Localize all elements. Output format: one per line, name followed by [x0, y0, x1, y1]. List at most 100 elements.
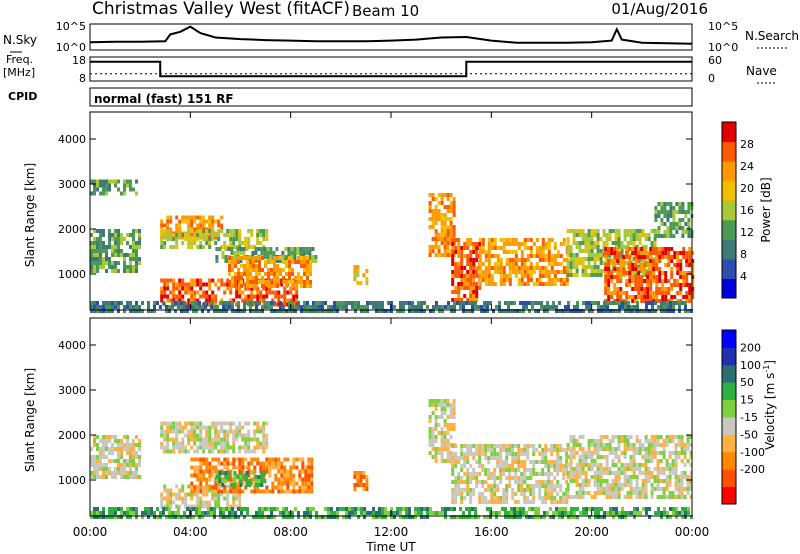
- power-cell: [247, 245, 251, 249]
- velocity-cell: [242, 475, 246, 479]
- power-cell: [183, 305, 186, 309]
- velocity-cell: [581, 447, 585, 451]
- velocity-cell: [223, 485, 227, 490]
- power-cell: [460, 298, 464, 302]
- power-cell: [252, 301, 255, 305]
- power-cell: [205, 282, 209, 287]
- velocity-cell: [166, 504, 170, 509]
- velocity-cell: [602, 435, 606, 439]
- power-cell: [593, 245, 597, 249]
- velocity-cell: [232, 441, 236, 446]
- velocity-cell: [201, 511, 204, 515]
- power-cell: [231, 276, 234, 280]
- velocity-cell: [223, 429, 227, 434]
- power-cell: [309, 284, 312, 288]
- velocity-colorbar-tick: 100: [740, 359, 761, 372]
- power-cell: [356, 281, 360, 285]
- power-cell: [578, 249, 582, 253]
- power-cell: [661, 271, 665, 275]
- velocity-cell: [555, 511, 558, 515]
- velocity-cell: [301, 465, 305, 470]
- power-cell: [231, 280, 234, 284]
- velocity-cell: [465, 515, 468, 519]
- power-cell: [472, 262, 476, 266]
- velocity-cell: [508, 484, 512, 488]
- velocity-cell: [440, 447, 444, 451]
- power-cell: [129, 233, 132, 237]
- power-cell: [602, 229, 606, 233]
- power-cell: [593, 233, 597, 237]
- power-cell: [661, 291, 665, 295]
- power-cell: [232, 233, 236, 237]
- velocity-cell: [573, 507, 576, 511]
- velocity-cell: [187, 421, 191, 426]
- power-cell: [169, 215, 173, 220]
- power-cell: [489, 301, 492, 305]
- velocity-cell: [647, 471, 651, 475]
- velocity-cell: [178, 421, 182, 426]
- velocity-cell: [193, 457, 197, 462]
- power-cell: [562, 278, 566, 282]
- power-cell: [663, 222, 667, 226]
- velocity-cell: [468, 507, 471, 511]
- power-cell: [123, 237, 126, 241]
- velocity-cell: [460, 468, 464, 472]
- velocity-cell: [330, 507, 333, 511]
- power-cell: [174, 309, 177, 313]
- power-cell: [255, 301, 258, 305]
- velocity-cell: [126, 435, 129, 439]
- power-cell: [114, 237, 117, 241]
- power-cell: [300, 264, 303, 268]
- power-cell: [129, 253, 132, 257]
- power-cell: [288, 301, 291, 305]
- velocity-cell: [223, 421, 227, 426]
- power-cell: [505, 262, 509, 266]
- power-cell: [172, 298, 176, 303]
- power-cell: [474, 305, 477, 309]
- velocity-colorbar-swatch: [722, 364, 736, 383]
- velocity-cell: [129, 507, 132, 511]
- velocity-cell: [669, 507, 672, 511]
- power-cell: [597, 301, 600, 305]
- velocity-cell: [297, 511, 300, 515]
- velocity-cell: [202, 445, 206, 450]
- power-ytick-label: 4000: [58, 133, 86, 146]
- velocity-cell: [208, 425, 212, 430]
- power-cell: [653, 237, 657, 241]
- power-cell: [443, 233, 447, 237]
- velocity-cell: [460, 480, 464, 484]
- velocity-cell: [189, 515, 192, 519]
- velocity-cell: [668, 451, 672, 455]
- velocity-cell: [659, 435, 663, 439]
- nsearch-label: N.Search: [745, 29, 799, 43]
- power-cell: [291, 301, 294, 305]
- velocity-cell: [567, 511, 570, 515]
- power-cell: [288, 309, 291, 313]
- velocity-cell: [102, 471, 105, 475]
- power-cell: [493, 266, 497, 270]
- power-cell: [303, 309, 306, 313]
- power-cell: [269, 247, 273, 251]
- power-cell: [129, 265, 132, 269]
- velocity-cell: [590, 455, 594, 459]
- power-cell: [360, 305, 363, 309]
- velocity-cell: [282, 507, 285, 511]
- power-cell: [321, 309, 324, 313]
- velocity-cell: [587, 491, 591, 495]
- velocity-cell: [662, 487, 666, 491]
- power-cell: [178, 227, 182, 232]
- velocity-cell: [178, 441, 182, 446]
- power-cell: [599, 269, 603, 273]
- power-cell: [463, 266, 467, 270]
- power-cell: [669, 222, 673, 226]
- power-cell: [652, 275, 656, 279]
- power-cell: [640, 251, 644, 255]
- power-cell: [679, 291, 683, 295]
- power-cell: [644, 233, 648, 237]
- velocity-cell: [105, 475, 108, 479]
- velocity-cell: [572, 439, 576, 443]
- power-cell: [631, 251, 635, 255]
- power-cell: [205, 241, 209, 245]
- power-cell: [499, 274, 503, 278]
- power-cell: [572, 233, 576, 237]
